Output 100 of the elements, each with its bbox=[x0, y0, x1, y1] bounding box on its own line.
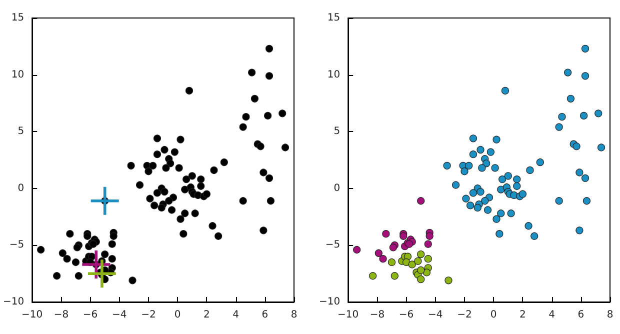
point bbox=[417, 250, 425, 258]
y-tick-label: −10 bbox=[318, 296, 340, 308]
point bbox=[469, 189, 478, 197]
point bbox=[481, 197, 489, 205]
x-tick-label: 2 bbox=[520, 310, 526, 320]
x-tick-label: 4 bbox=[232, 310, 239, 320]
point bbox=[491, 164, 499, 172]
x-tick-label: 8 bbox=[290, 310, 298, 320]
point bbox=[492, 215, 500, 223]
y-tick-label: 5 bbox=[18, 126, 24, 138]
point bbox=[417, 197, 425, 205]
x-tick-label: −4 bbox=[112, 310, 127, 320]
point bbox=[581, 174, 590, 182]
point bbox=[558, 113, 566, 121]
point bbox=[524, 222, 532, 230]
x-tick-label: 8 bbox=[606, 310, 614, 320]
point bbox=[469, 134, 478, 142]
point bbox=[566, 94, 575, 102]
x-tick-label: 0 bbox=[174, 310, 181, 320]
point bbox=[501, 86, 510, 94]
point bbox=[576, 168, 584, 176]
point bbox=[353, 246, 361, 254]
point bbox=[581, 44, 590, 52]
x-tick-label: 4 bbox=[548, 310, 555, 320]
point bbox=[417, 266, 425, 274]
y-tick-label: −5 bbox=[9, 240, 24, 251]
x-tick-label: 0 bbox=[490, 310, 497, 320]
point bbox=[498, 176, 506, 184]
point bbox=[388, 258, 396, 266]
point bbox=[424, 240, 432, 248]
point bbox=[389, 244, 398, 252]
y-tick-label: 15 bbox=[11, 12, 24, 24]
point bbox=[88, 260, 116, 288]
point bbox=[443, 162, 451, 170]
point bbox=[484, 206, 492, 214]
point bbox=[497, 210, 505, 218]
x-tick-label: 6 bbox=[262, 310, 268, 320]
point bbox=[492, 136, 500, 144]
point bbox=[382, 230, 390, 238]
point bbox=[496, 230, 504, 238]
point bbox=[476, 146, 484, 154]
y-tick-label: 0 bbox=[18, 182, 24, 194]
x-tick-label: −2 bbox=[141, 310, 156, 320]
y-tick-label: 15 bbox=[327, 12, 340, 24]
point bbox=[576, 226, 584, 234]
point bbox=[424, 255, 432, 263]
point bbox=[580, 112, 588, 120]
y-tick-label: 5 bbox=[334, 126, 340, 138]
point bbox=[513, 176, 521, 184]
point bbox=[476, 188, 484, 196]
x-tick-label: −8 bbox=[370, 310, 385, 320]
point bbox=[452, 181, 460, 189]
point bbox=[478, 164, 486, 172]
point bbox=[422, 268, 430, 276]
point bbox=[513, 182, 521, 190]
point bbox=[379, 255, 387, 263]
point bbox=[465, 162, 473, 170]
point bbox=[526, 166, 534, 174]
point bbox=[444, 276, 452, 284]
point bbox=[408, 260, 416, 268]
x-tick-label: −6 bbox=[398, 310, 414, 320]
point bbox=[497, 186, 505, 194]
point bbox=[555, 197, 563, 205]
point bbox=[582, 197, 591, 205]
x-tick-label: −6 bbox=[82, 310, 98, 320]
point bbox=[474, 204, 482, 212]
point bbox=[572, 142, 580, 150]
y-tick-label: −5 bbox=[325, 240, 340, 251]
point bbox=[518, 190, 526, 198]
point bbox=[90, 186, 119, 215]
y-tick-label: 10 bbox=[11, 69, 24, 80]
point bbox=[369, 272, 377, 280]
x-tick-label: −8 bbox=[54, 310, 69, 320]
y-tick-label: 0 bbox=[334, 182, 340, 194]
point bbox=[462, 194, 470, 202]
x-tick-label: 6 bbox=[578, 310, 584, 320]
x-tick-label: −2 bbox=[457, 310, 472, 320]
point bbox=[555, 123, 563, 131]
point bbox=[417, 275, 425, 284]
y-tick-label: 10 bbox=[327, 69, 340, 80]
point bbox=[581, 72, 590, 80]
point bbox=[564, 68, 572, 76]
point bbox=[460, 168, 468, 176]
point bbox=[536, 158, 544, 166]
point bbox=[482, 160, 490, 168]
y-tick-label: −10 bbox=[2, 296, 24, 308]
x-tick-label: −4 bbox=[428, 310, 443, 320]
point bbox=[402, 258, 410, 266]
x-tick-label: 2 bbox=[204, 310, 210, 320]
point bbox=[507, 210, 515, 218]
point bbox=[469, 150, 478, 158]
point bbox=[594, 110, 602, 118]
point bbox=[426, 232, 434, 240]
point bbox=[504, 172, 512, 180]
point bbox=[374, 249, 382, 257]
point bbox=[597, 144, 606, 152]
point bbox=[530, 232, 538, 240]
point bbox=[414, 257, 422, 265]
point bbox=[390, 272, 398, 280]
point bbox=[486, 148, 494, 156]
